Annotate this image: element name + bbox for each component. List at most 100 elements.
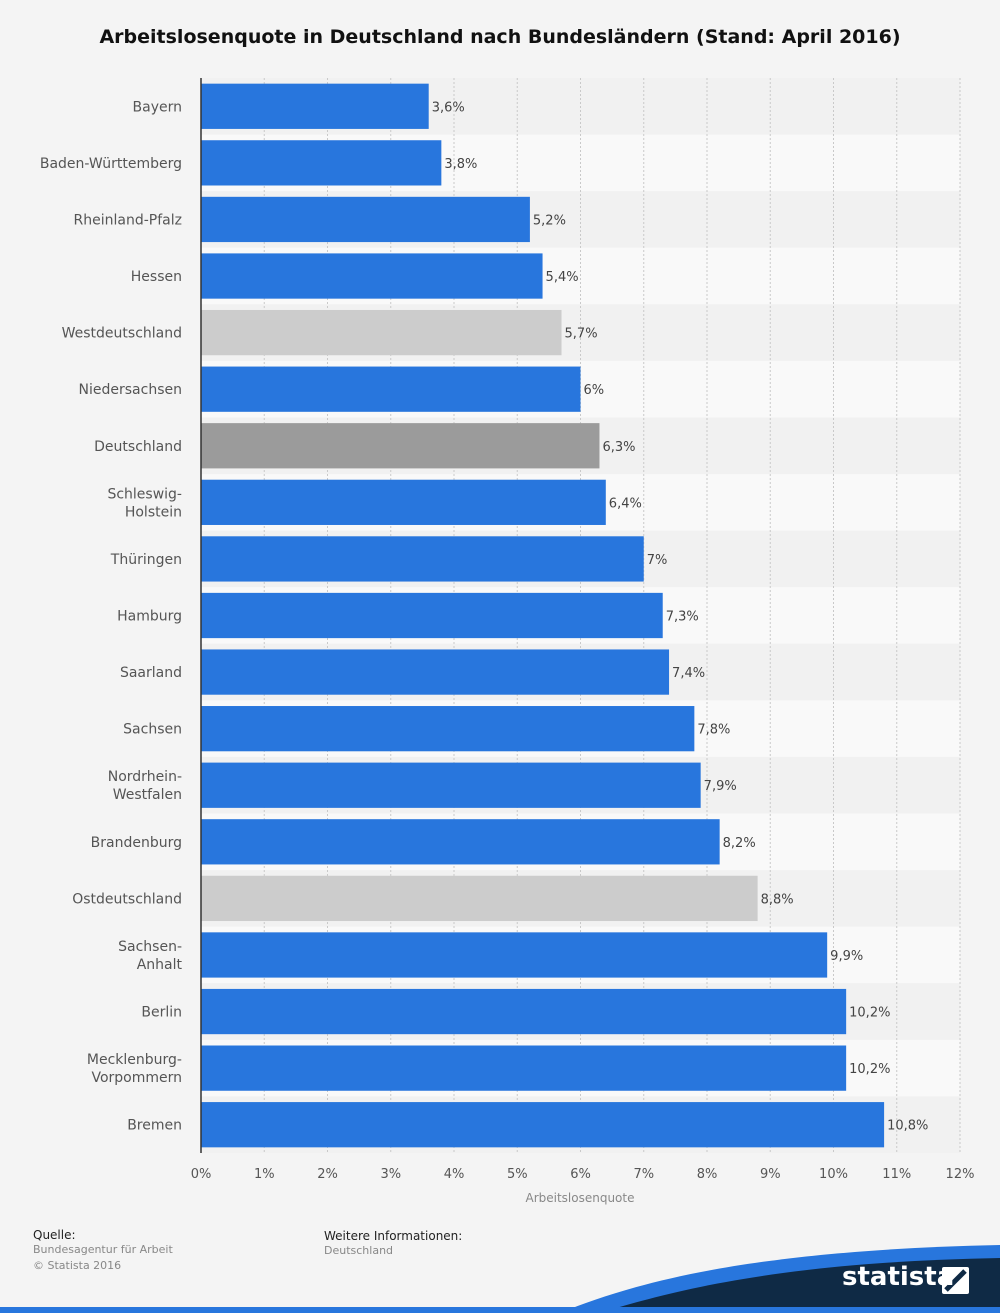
bar: [201, 253, 543, 299]
x-tick-label: 9%: [760, 1167, 781, 1182]
category-label: Brandenburg: [91, 835, 182, 851]
info-line: Deutschland: [324, 1244, 394, 1257]
category-label: Saarland: [120, 665, 182, 681]
value-label: 7,4%: [672, 666, 705, 681]
category-label-line: Thüringen: [110, 552, 182, 568]
bar: [201, 140, 442, 186]
value-label: 7,9%: [704, 779, 737, 794]
x-tick-label: 1%: [254, 1167, 275, 1182]
category-label-line: Mecklenburg-: [87, 1052, 182, 1068]
category-label: Hamburg: [117, 609, 182, 625]
x-tick-label: 3%: [380, 1167, 401, 1182]
x-tick-label: 4%: [444, 1167, 465, 1182]
category-label-line: Schleswig-: [107, 486, 182, 502]
category-label-line: Westdeutschland: [62, 326, 182, 342]
category-label: Ostdeutschland: [72, 891, 182, 907]
category-label-line: Niedersachsen: [79, 382, 182, 398]
category-label: Niedersachsen: [79, 382, 182, 398]
bar: [201, 932, 828, 978]
x-axis-title: Arbeitslosenquote: [525, 1191, 634, 1205]
value-label: 10,8%: [887, 1119, 928, 1134]
value-label: 5,2%: [533, 213, 566, 228]
bar: [201, 762, 701, 808]
x-tick-label: 0%: [191, 1167, 212, 1182]
value-label: 9,9%: [830, 949, 863, 964]
value-label: 7,8%: [697, 723, 730, 738]
footer-source: Quelle: Bundesagentur für Arbeit © Stati…: [33, 1228, 173, 1274]
category-label: Baden-Württemberg: [40, 156, 182, 172]
bar: [201, 536, 644, 582]
x-tick-label: 11%: [882, 1167, 911, 1182]
category-label: Rheinland-Pfalz: [74, 212, 182, 228]
category-label-line: Sachsen-: [118, 939, 182, 955]
category-label-line: Sachsen: [123, 722, 182, 738]
value-label: 10,2%: [849, 1006, 890, 1021]
statista-logo-banner[interactable]: [0, 1240, 1000, 1313]
bar: [201, 83, 429, 129]
category-label: Westdeutschland: [62, 326, 182, 342]
value-label: 10,2%: [849, 1062, 890, 1077]
statista-icon: [942, 1267, 969, 1294]
source-line: Bundesagentur für Arbeit: [33, 1243, 173, 1256]
category-label-line: Berlin: [141, 1005, 182, 1021]
category-label: Mecklenburg- Vorpommern: [87, 1052, 182, 1086]
bar: [201, 309, 562, 356]
category-label-line: Brandenburg: [91, 835, 182, 851]
bar: [201, 423, 600, 469]
value-label: 6,4%: [609, 496, 642, 511]
info-heading: Weitere Informationen:: [324, 1229, 463, 1243]
chart-title: Arbeitslosenquote in Deutschland nach Bu…: [99, 26, 901, 48]
category-label: Schleswig- Holstein: [107, 486, 182, 520]
bar: [201, 819, 720, 865]
value-label: 5,4%: [546, 270, 579, 285]
bar: [201, 988, 847, 1035]
bar: [201, 706, 695, 752]
bar: [201, 366, 581, 412]
value-label: 6%: [584, 383, 605, 398]
category-label-line: Anhalt: [137, 957, 183, 973]
value-label: 3,8%: [444, 157, 477, 172]
x-tick-label: 7%: [633, 1167, 654, 1182]
category-label: Sachsen: [123, 722, 182, 738]
bar: [201, 1102, 885, 1148]
bar: [201, 479, 606, 525]
footer-info: Weitere Informationen: Deutschland: [324, 1229, 462, 1259]
bar: [201, 649, 670, 695]
x-tick-label: 5%: [507, 1167, 528, 1182]
category-label: Thüringen: [110, 552, 182, 568]
category-label: Hessen: [131, 269, 182, 285]
category-label: Sachsen- Anhalt: [118, 939, 182, 973]
category-label-line: Saarland: [120, 665, 182, 681]
category-label: Bayern: [133, 99, 182, 115]
value-label: 3,6%: [432, 100, 465, 115]
value-label: 6,3%: [602, 440, 635, 455]
category-label: Deutschland: [94, 439, 182, 455]
x-tick-label: 10%: [819, 1167, 848, 1182]
bar: [201, 1045, 847, 1091]
category-label-line: Rheinland-Pfalz: [74, 212, 182, 228]
category-label-line: Ostdeutschland: [72, 891, 182, 907]
category-label-line: Bayern: [133, 99, 182, 115]
x-tick-label: 12%: [946, 1167, 975, 1182]
category-label-line: Bremen: [127, 1118, 182, 1134]
bar-chart: 3,6% Bayern 3,8% Baden-Württemberg 5,2% Rhein…: [40, 78, 975, 1205]
value-label: 7%: [647, 553, 668, 568]
source-line: © Statista 2016: [33, 1259, 122, 1272]
statista-logo-text: statista: [842, 1262, 955, 1292]
category-label-line: Baden-Württemberg: [40, 156, 182, 172]
bar: [201, 592, 663, 639]
category-label-line: Deutschland: [94, 439, 182, 455]
category-label-line: Holstein: [125, 504, 182, 520]
logo-band: [600, 1258, 1000, 1313]
bottom-rule: [0, 1307, 1000, 1313]
value-label: 7,3%: [666, 610, 699, 625]
value-label: 8,8%: [761, 892, 794, 907]
bar: [201, 196, 530, 243]
x-tick-label: 2%: [317, 1167, 338, 1182]
bar: [201, 875, 758, 922]
category-label: Nordrhein- Westfalen: [108, 769, 182, 803]
value-label: 8,2%: [723, 836, 756, 851]
category-label-line: Nordrhein-: [108, 769, 182, 785]
x-tick-label: 6%: [570, 1167, 591, 1182]
category-label-line: Vorpommern: [91, 1070, 182, 1086]
